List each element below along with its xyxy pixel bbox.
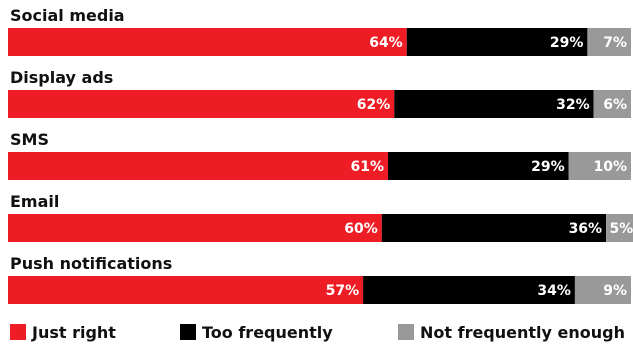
bar-email-too-frequently — [381, 214, 607, 242]
category-label-social-media: Social media — [10, 6, 125, 25]
bar-push-notifications-just-right — [8, 276, 364, 304]
category-label-sms: SMS — [10, 130, 49, 149]
bar-sms-just-right — [8, 152, 389, 180]
value-label-sms-not-frequently-enough: 10% — [593, 159, 627, 175]
value-label-sms-too-frequently: 29% — [531, 159, 565, 175]
bar-display-ads-too-frequently — [394, 90, 594, 118]
value-label-display-ads-just-right: 62% — [357, 97, 391, 113]
bar-sms-too-frequently — [388, 152, 569, 180]
value-label-social-media-just-right: 64% — [369, 35, 403, 51]
bar-social-media-just-right — [8, 28, 407, 56]
value-label-social-media-too-frequently: 29% — [550, 35, 584, 51]
bar-push-notifications-too-frequently — [363, 276, 575, 304]
value-label-sms-just-right: 61% — [351, 159, 385, 175]
legend-label-not-frequently-enough: Not frequently enough — [420, 323, 625, 342]
value-label-display-ads-too-frequently: 32% — [556, 97, 590, 113]
value-label-push-notifications-not-frequently-enough: 9% — [603, 283, 627, 299]
legend-label-just-right: Just right — [31, 323, 116, 342]
legend-swatch-just-right — [10, 324, 26, 340]
value-label-email-too-frequently: 36% — [569, 221, 603, 237]
legend-label-too-frequently: Too frequently — [202, 323, 333, 342]
category-label-email: Email — [10, 192, 59, 211]
legend-swatch-not-frequently-enough — [398, 324, 414, 340]
legend-swatch-too-frequently — [180, 324, 196, 340]
bar-display-ads-just-right — [8, 90, 395, 118]
bar-display-ads-not-frequently-enough — [593, 90, 631, 118]
value-label-push-notifications-just-right: 57% — [326, 283, 360, 299]
category-label-display-ads: Display ads — [10, 68, 113, 87]
bar-social-media-not-frequently-enough — [587, 28, 631, 56]
value-label-push-notifications-too-frequently: 34% — [537, 283, 571, 299]
bar-social-media-too-frequently — [406, 28, 588, 56]
value-label-social-media-not-frequently-enough: 7% — [603, 35, 627, 51]
bar-email-not-frequently-enough — [606, 214, 633, 242]
bar-email-just-right — [8, 214, 382, 242]
bar-sms-not-frequently-enough — [568, 152, 631, 180]
value-label-email-not-frequently-enough: 5% — [609, 221, 633, 237]
value-label-email-just-right: 60% — [344, 221, 378, 237]
category-label-push-notifications: Push notifications — [10, 254, 172, 273]
bar-push-notifications-not-frequently-enough — [574, 276, 631, 304]
value-label-display-ads-not-frequently-enough: 6% — [603, 97, 627, 113]
